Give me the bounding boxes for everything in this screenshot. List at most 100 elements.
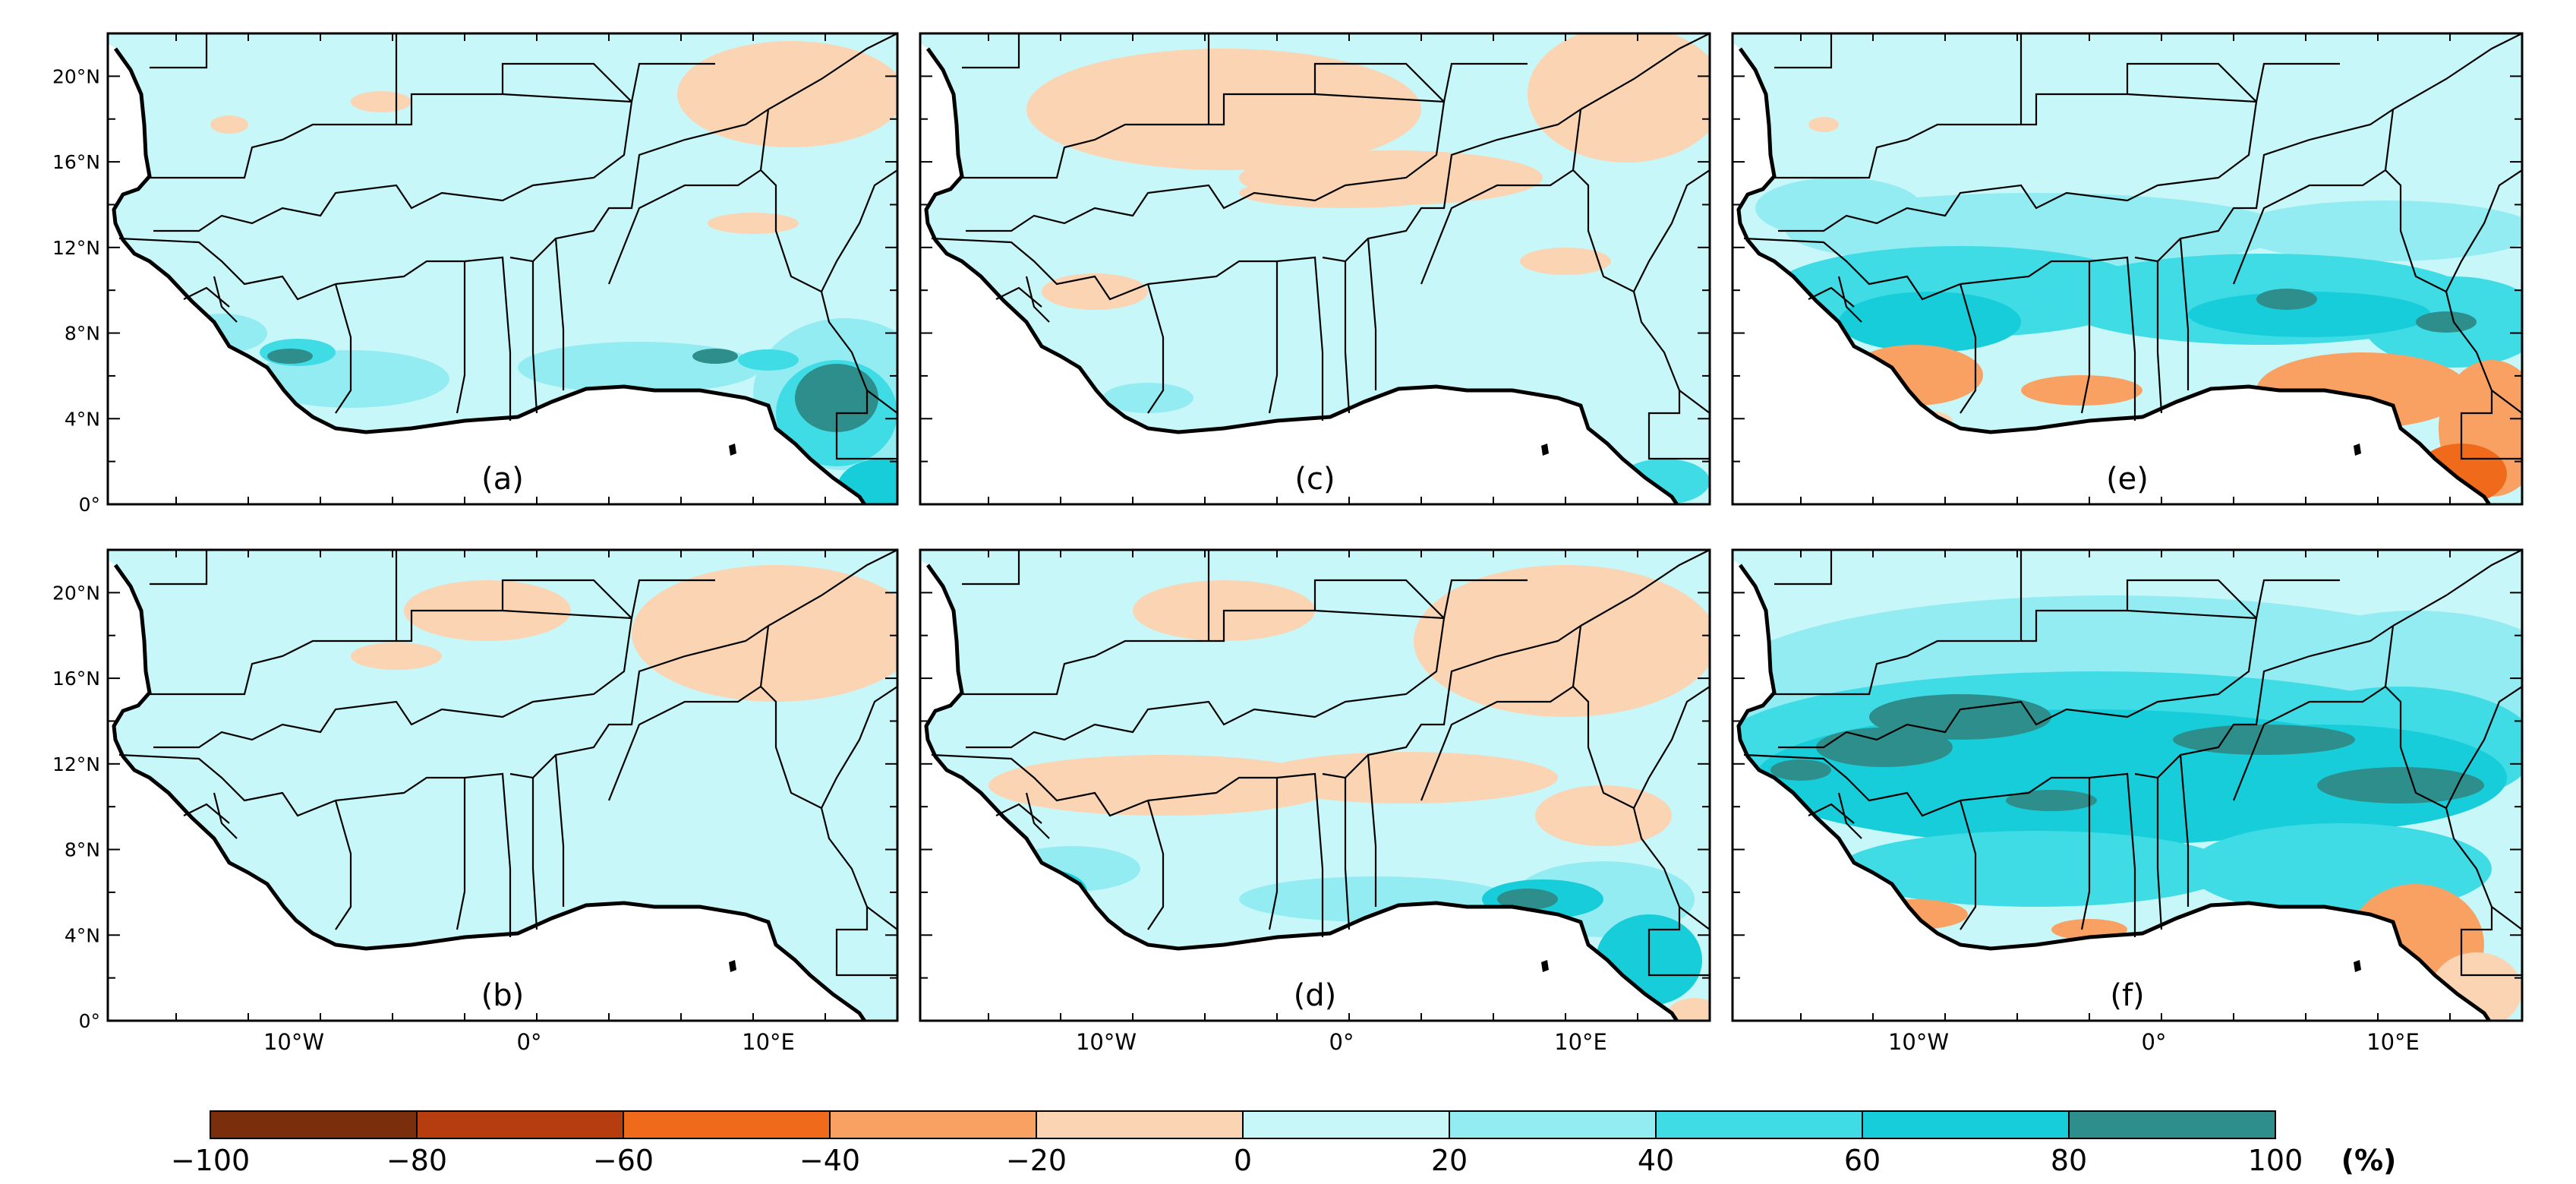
colorbar-tick-label: 100 <box>2248 1144 2303 1177</box>
border-line <box>2232 169 2386 285</box>
border-line <box>2179 238 2190 390</box>
map-panel: (e) <box>1731 32 2524 506</box>
border-line <box>1647 390 1710 460</box>
border-line <box>1959 283 1977 414</box>
island <box>729 960 736 972</box>
map-panel: (b) 20°N 16°N 12°N 8°N 4°N 0° 10°W 0° 10°E <box>52 548 899 1055</box>
lon-tick-label: 10°E <box>2366 1029 2420 1055</box>
panel-frame <box>919 548 1711 1022</box>
border-line <box>1743 753 1961 817</box>
panel-frame <box>1731 32 2524 506</box>
border-line <box>966 617 1446 749</box>
border-line <box>835 390 897 460</box>
border-line <box>931 237 1149 301</box>
border-line <box>2445 686 2522 809</box>
anomaly-patch <box>988 755 1338 816</box>
border-line <box>1345 625 1581 778</box>
anomaly-patch <box>267 349 313 364</box>
anomaly-patch <box>2021 375 2142 406</box>
colorbar-tick-label: −40 <box>799 1144 860 1177</box>
lon-tick-label: 10°E <box>1554 1029 1607 1055</box>
border-line <box>456 778 466 930</box>
border-line <box>759 625 897 930</box>
border-line <box>2134 256 2163 414</box>
anomaly-patch <box>2188 292 2431 337</box>
lat-tick-label: 0° <box>79 1010 100 1032</box>
coastline <box>112 47 867 504</box>
border-line <box>2126 579 2257 619</box>
border-line <box>2126 62 2257 103</box>
border-line <box>962 33 1020 69</box>
colorbar-segment <box>1449 1110 1657 1139</box>
border-line <box>1268 778 1279 930</box>
panel-frame <box>106 548 899 1022</box>
anomaly-patch <box>1520 248 1611 275</box>
anomaly-patch <box>2234 200 2522 261</box>
border-line <box>150 550 208 586</box>
country-borders <box>931 550 1710 977</box>
colorbar-tick-label: −80 <box>386 1144 447 1177</box>
lat-tick-label: 12°N <box>52 237 100 259</box>
anomaly-patch <box>1414 565 1710 717</box>
coastline <box>1736 564 2492 1021</box>
colorbar-tick-label: 40 <box>1638 1144 1674 1177</box>
border-line <box>1647 907 1710 977</box>
lon-tick-label: 0° <box>1329 1029 1354 1055</box>
colorbar: −100 −80 −60 −40 −20 0 20 40 60 80 100 (%) <box>171 1110 2396 1177</box>
anomaly-patch <box>1816 728 1953 767</box>
panel-label: (d) <box>1294 978 1337 1013</box>
border-line <box>335 776 465 802</box>
colorbar-tick-label: 60 <box>1844 1144 1881 1177</box>
colorbar-segment <box>210 1110 418 1139</box>
border-line <box>1960 260 2089 286</box>
border-line <box>1633 169 1710 292</box>
border-line <box>995 286 1042 308</box>
border-line <box>1580 33 1710 110</box>
colorbar-tick-label: −100 <box>171 1144 250 1177</box>
country-borders <box>1743 33 2522 460</box>
colorbar-segment <box>2068 1110 2276 1139</box>
border-line <box>213 792 238 839</box>
border-line <box>2089 256 2136 421</box>
anomaly-patch <box>1254 752 1558 804</box>
panel-frame <box>919 32 1711 506</box>
anomaly-patch <box>1042 273 1148 310</box>
anomaly-patch <box>1239 178 1452 208</box>
panel-label: (e) <box>2106 462 2149 497</box>
border-line <box>2384 109 2522 414</box>
border-line <box>2089 772 2136 937</box>
border-line <box>1276 256 1324 421</box>
border-line <box>464 256 512 421</box>
border-line <box>1837 276 1862 323</box>
border-line <box>1420 686 1574 801</box>
anomaly-patch <box>2006 790 2097 811</box>
border-line <box>1774 550 1833 586</box>
border-line <box>2134 772 2163 930</box>
border-line <box>995 803 1042 824</box>
anomaly-patch <box>738 349 799 371</box>
lon-tick-label: 0° <box>2142 1029 2167 1055</box>
border-line <box>966 101 1446 232</box>
border-line <box>768 550 897 627</box>
lat-tick-label: 16°N <box>52 151 100 173</box>
country-borders <box>118 550 897 977</box>
anomaly-patch <box>1808 117 1839 132</box>
border-line <box>1025 792 1050 839</box>
anomaly-patch <box>1839 292 2021 352</box>
anomaly-patch <box>677 41 897 147</box>
anomaly-patch <box>2317 767 2484 804</box>
anomaly-patch <box>1102 383 1193 413</box>
border-line <box>554 238 565 390</box>
border-line <box>1276 772 1324 937</box>
panel-frame <box>1731 548 2524 1022</box>
border-line <box>2460 907 2522 977</box>
panel-frame <box>106 32 899 506</box>
border-line <box>150 62 715 179</box>
border-line <box>2179 754 2190 907</box>
border-line <box>1774 33 1833 69</box>
lat-tick-label: 4°N <box>65 924 100 946</box>
border-line <box>1774 579 2340 696</box>
border-line <box>2445 169 2522 292</box>
